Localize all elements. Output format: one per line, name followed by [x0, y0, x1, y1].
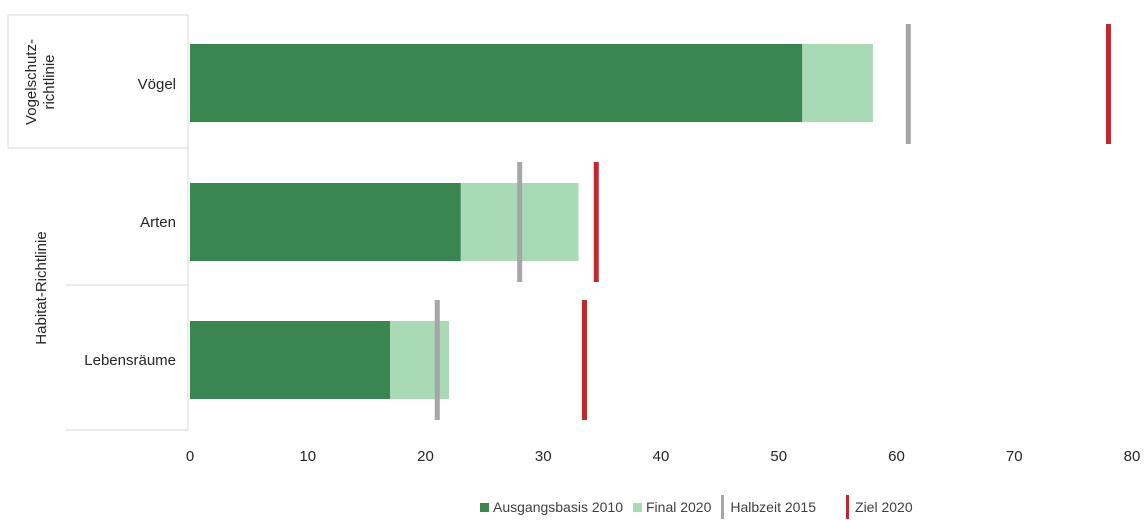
legend-label-halbzeit: Halbzeit 2015: [730, 499, 817, 515]
bar-chart: Vogelschutz-richtlinie Habitat-Richtlinie…: [7, 14, 1141, 465]
group-label-habitat: Habitat-Richtlinie: [33, 231, 50, 344]
legend-item-final: Final 2020: [633, 499, 711, 515]
legend-swatch-ausgangsbasis: [480, 502, 489, 512]
marker-ziel-2020-lebensräume: [581, 300, 587, 420]
category-label-vögel: Vögel: [138, 76, 176, 93]
marker-halbzeit-2015-vögel: [905, 24, 911, 144]
legend-label-ziel: Ziel 2020: [855, 499, 913, 515]
legend-item-ziel: Ziel 2020: [846, 495, 913, 519]
bar-ausgangsbasis-2010-arten: [190, 183, 461, 261]
group-label-line: Vogelschutz-: [23, 39, 40, 125]
x-tick-label-30: 30: [535, 448, 552, 465]
group-label-vogelschutz: Vogelschutz-richtlinie: [23, 39, 58, 125]
marker-ziel-2020-arten: [593, 162, 599, 282]
marker-ziel-2020-vögel: [1105, 24, 1111, 144]
bar-ausgangsbasis-2010-vögel: [190, 44, 803, 122]
legend-swatch-ziel: [846, 495, 850, 519]
legend-swatch-halbzeit: [721, 495, 725, 519]
x-tick-label-60: 60: [888, 448, 905, 465]
legend-item-halbzeit: Halbzeit 2015: [721, 495, 816, 519]
x-tick-label-10: 10: [299, 448, 316, 465]
group-label-line: Habitat-Richtlinie: [33, 231, 50, 344]
legend-item-ausgangsbasis: Ausgangsbasis 2010: [480, 499, 623, 515]
bar-final-2020-lebensräume: [390, 321, 450, 399]
x-tick-label-70: 70: [1006, 448, 1023, 465]
x-tick-label-40: 40: [653, 448, 670, 465]
x-tick-label-50: 50: [770, 448, 787, 465]
x-tick-label-0: 0: [186, 448, 194, 465]
group-label-line: richtlinie: [41, 54, 58, 109]
legend: Ausgangsbasis 2010 Final 2020 Halbzeit 2…: [480, 494, 923, 520]
legend-label-ausgangsbasis: Ausgangsbasis 2010: [493, 499, 623, 515]
marker-halbzeit-2015-lebensräume: [434, 300, 440, 420]
category-label-lebensräume: Lebensräume: [84, 352, 176, 369]
x-tick-label-80: 80: [1124, 448, 1141, 465]
legend-swatch-final: [633, 502, 642, 512]
bar-ausgangsbasis-2010-lebensräume: [190, 321, 391, 399]
category-label-arten: Arten: [140, 214, 176, 231]
bar-final-2020-vögel: [802, 44, 873, 122]
x-tick-label-20: 20: [417, 448, 434, 465]
marker-halbzeit-2015-arten: [517, 162, 523, 282]
legend-label-final: Final 2020: [646, 499, 712, 515]
